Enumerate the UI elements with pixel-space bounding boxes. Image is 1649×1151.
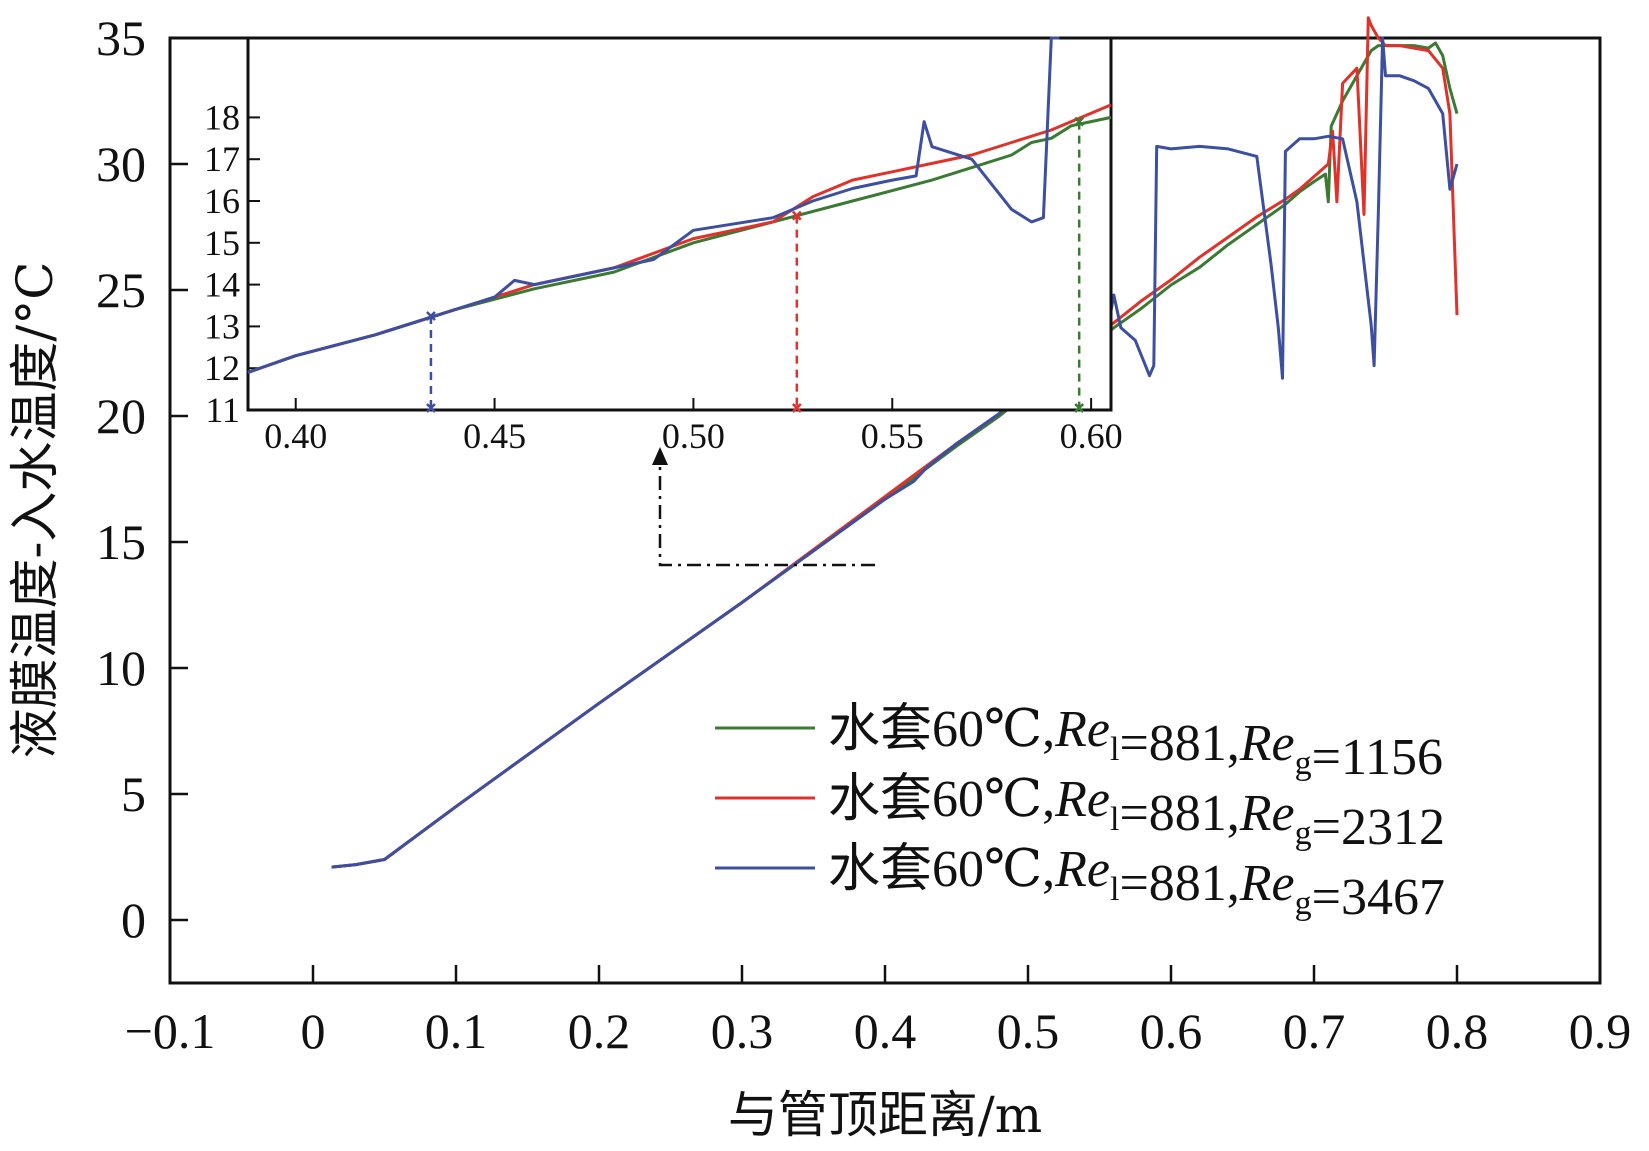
x-tick-label: 0.4 xyxy=(854,1003,917,1059)
y-tick-label: 5 xyxy=(121,766,146,822)
inset-frame xyxy=(246,36,1113,412)
inset-y-tick-label: 15 xyxy=(204,223,240,263)
x-axis-title: 与管顶距离/m xyxy=(728,1086,1042,1144)
inset-x-tick-label: 0.55 xyxy=(861,416,924,456)
zoom-pointer-arrow xyxy=(652,447,875,567)
y-axis-title: 液膜温度-入水温度/°C xyxy=(6,262,64,759)
inset-marker-cross-red xyxy=(791,210,802,221)
inset-y-tick-label: 18 xyxy=(204,97,240,137)
inset-y-tick-label: 14 xyxy=(204,265,240,305)
inset-marker-cross-green xyxy=(1074,116,1085,127)
x-tick-label: 0 xyxy=(301,1003,326,1059)
main-axes: −0.1 0 0.1 0.2 0.3 0.4 0.5 0.6 0.7 0.8 0.9 0 5 10 15 20… xyxy=(96,10,1631,1059)
x-tick-label: 0.2 xyxy=(568,1003,631,1059)
inset-y-tick-label: 17 xyxy=(204,139,240,179)
y-tick-label: 20 xyxy=(96,388,146,444)
inset-marker-cross-blue xyxy=(426,311,436,321)
x-tick-label: 0.9 xyxy=(1569,1003,1632,1059)
inset-x-tick-label: 0.60 xyxy=(1060,416,1123,456)
legend-label-red: 水套60℃,Rel=881,Reg=2312 xyxy=(828,771,1445,856)
y-tick-label: 10 xyxy=(96,640,146,696)
inset-marker-cross-green xyxy=(1074,403,1085,413)
x-tick-label: 0.8 xyxy=(1426,1003,1489,1059)
main-series xyxy=(331,16,1459,869)
inset-series-line-blue xyxy=(247,36,1060,374)
x-tick-label: 0.3 xyxy=(711,1003,774,1059)
x-tick-label: 0.7 xyxy=(1283,1003,1346,1059)
zoom-pointer-line xyxy=(658,462,875,567)
legend-label-blue: 水套60℃,Rel=881,Reg=3467 xyxy=(828,841,1445,926)
inset-y-tick-label: 16 xyxy=(204,181,240,221)
y-tick-label: 15 xyxy=(96,514,146,570)
inset-y-tick-label: 11 xyxy=(205,390,240,430)
y-tick-label: 25 xyxy=(96,262,146,318)
legend-label-green: 水套60℃,Rel=881,Reg=1156 xyxy=(828,701,1443,786)
inset-x-tick-label: 0.45 xyxy=(463,416,526,456)
x-tick-label: −0.1 xyxy=(125,1003,216,1059)
x-tick-label: 0.5 xyxy=(997,1003,1060,1059)
inset-x-tick-label: 0.40 xyxy=(264,416,327,456)
x-tick-label: 0.6 xyxy=(1140,1003,1203,1059)
y-tick-label: 30 xyxy=(96,136,146,192)
y-tick-label: 0 xyxy=(121,892,146,948)
inset-y-tick-label: 13 xyxy=(204,306,240,346)
legend: 水套60℃,Rel=881,Reg=1156水套60℃,Rel=881,Reg=… xyxy=(715,701,1445,926)
inset-markers xyxy=(426,116,1085,413)
inset-marker-cross-blue xyxy=(426,403,436,413)
zoom-pointer-arrowhead xyxy=(652,447,668,465)
inset-marker-cross-red xyxy=(791,403,802,413)
x-tick-label: 0.1 xyxy=(425,1003,488,1059)
y-tick-label: 35 xyxy=(96,10,146,66)
series-line-blue xyxy=(331,36,1459,869)
inset-x-tick-label: 0.50 xyxy=(662,416,725,456)
inset-background xyxy=(248,38,1111,410)
inset-y-tick-label: 12 xyxy=(204,348,240,388)
